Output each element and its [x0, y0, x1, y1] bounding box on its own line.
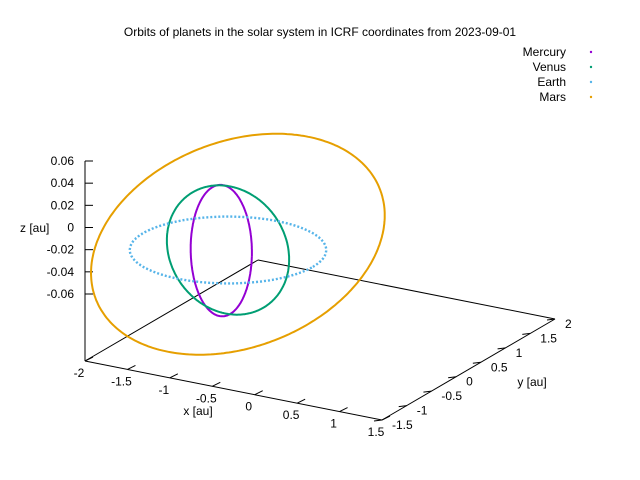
z-tick-label: -0.04 — [47, 265, 75, 279]
y-axis-label: y [au] — [517, 375, 546, 389]
z-tick-label: -0.02 — [47, 243, 75, 257]
axis-base-line — [84, 360, 383, 421]
x-tick-label: -1.5 — [111, 374, 132, 388]
y-tick — [373, 419, 383, 422]
axis-base-line — [257, 259, 556, 320]
z-tick-label: 0.06 — [51, 154, 75, 168]
orbit-venus — [165, 184, 291, 316]
y-tick-label: 0 — [466, 375, 473, 389]
axis-base-line — [381, 318, 556, 421]
legend-marker-mercury — [589, 50, 593, 54]
x-axis-label: x [au] — [183, 404, 212, 418]
x-tick — [254, 390, 263, 396]
x-tick — [84, 356, 94, 362]
legend-marker-mars — [589, 95, 593, 99]
x-tick — [169, 373, 179, 379]
y-tick — [472, 361, 481, 364]
chart-title: Orbits of planets in the solar system in… — [124, 25, 517, 39]
y-tick-label: 1.5 — [540, 331, 557, 345]
x-tick-label: 0 — [245, 400, 252, 414]
x-tick-label: 0.5 — [283, 408, 300, 422]
y-tick-label: -0.5 — [441, 389, 462, 403]
z-axis-label: z [au] — [20, 221, 49, 235]
y-tick-label: -1 — [417, 404, 428, 418]
legend-label-mars: Mars — [539, 90, 566, 104]
y-tick — [423, 390, 432, 393]
legend-label-mercury: Mercury — [523, 45, 566, 59]
z-tick-label: -0.06 — [47, 287, 75, 301]
y-tick — [497, 347, 506, 350]
x-tick-label: -0.5 — [196, 391, 217, 405]
z-tick-label: 0.04 — [51, 176, 75, 190]
orbit-earth — [128, 215, 328, 285]
x-tick-label: 1 — [330, 417, 337, 431]
legend-label-earth: Earth — [537, 75, 566, 89]
x-tick — [127, 364, 136, 370]
z-tick-label: 0.02 — [51, 198, 75, 212]
x-tick — [381, 415, 391, 421]
x-tick — [212, 381, 221, 387]
x-tick — [296, 398, 306, 404]
x-tick — [339, 407, 348, 413]
orbits-group — [90, 132, 386, 356]
y-tick-label: -1.5 — [392, 418, 413, 432]
orbit-mercury — [189, 183, 253, 318]
axes-group: -2 -1.5 -1 -0.5 0 0.5 1 1.5 -1.5 -1 -0.5 0 0.5 1 1.5 2 0… — [47, 154, 572, 439]
y-tick-label: 1 — [516, 346, 523, 360]
legend-marker-venus — [589, 65, 593, 69]
y-tick-label: 2 — [565, 317, 572, 331]
orbit-mars — [90, 132, 386, 356]
x-tick-label: -1 — [159, 383, 170, 397]
y-tick-label: 0.5 — [491, 360, 508, 374]
y-tick — [522, 332, 531, 335]
y-tick — [398, 405, 407, 408]
axis-base-line — [84, 259, 259, 362]
y-tick — [546, 318, 556, 321]
legend-marker-earth — [589, 80, 593, 84]
legend-label-venus: Venus — [533, 60, 566, 74]
z-tick-label: 0 — [67, 221, 74, 235]
y-tick — [448, 376, 457, 379]
x-tick-label: -2 — [74, 366, 85, 380]
x-tick-label: 1.5 — [368, 425, 385, 439]
